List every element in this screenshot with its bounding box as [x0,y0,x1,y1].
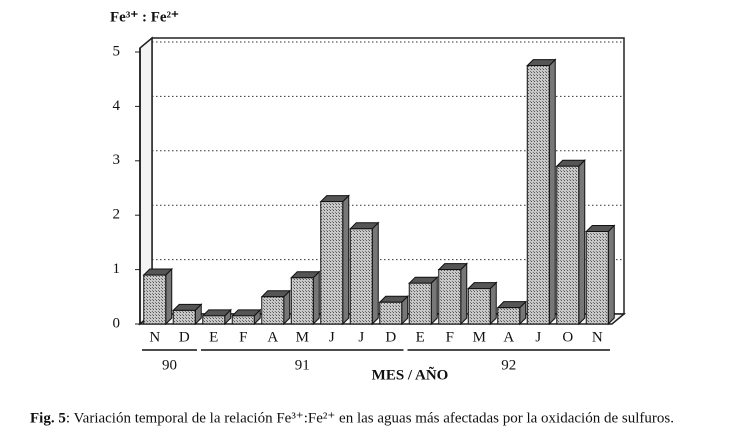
bar-side [342,194,350,326]
bar [231,315,255,325]
bar-side [460,262,468,326]
bar [261,296,285,325]
x-tick-label: A [503,329,514,345]
bar [408,282,432,325]
x-axis-label: MES / AÑO [372,365,449,383]
x-tick-label: A [267,329,278,345]
year-label: 91 [295,357,310,373]
caption-label: Fig. 5 [30,410,66,426]
x-tick-label: M [296,329,309,345]
bar-side [430,275,438,326]
x-tick-label: E [416,329,425,345]
x-tick-label: F [446,329,454,345]
bar-side [371,221,379,326]
x-tick-label: E [209,329,218,345]
bar [349,228,373,325]
x-tick-label: J [358,329,364,345]
bar [556,165,580,325]
bar [202,315,226,325]
x-tick-label: J [329,329,335,345]
y-tick-label: 0 [113,315,121,331]
bar [438,269,462,325]
bar [497,307,521,325]
x-tick-label: D [179,329,190,345]
bar-side [312,270,320,326]
year-label: 90 [162,357,177,373]
x-tick-label: N [592,329,603,345]
bar [172,309,196,325]
x-tick-label: F [239,329,247,345]
y-axis-label: Fe³⁺ : Fe²⁺ [110,9,179,25]
y-tick-label: 3 [113,152,121,168]
x-tick-label: M [473,329,486,345]
bar-side [548,58,556,326]
bar [379,301,403,325]
x-tick-label: J [535,329,541,345]
bar [143,274,167,325]
bar-side [578,159,586,326]
bar [290,277,314,325]
bar-side [489,281,497,326]
y-tick-label: 1 [113,261,121,277]
y-tick-label: 2 [113,207,121,223]
caption-text: : Variación temporal de la relación Fe³⁺… [66,410,674,426]
y-tick-label: 4 [113,98,121,114]
x-tick-label: N [149,329,160,345]
bar-side [607,224,615,326]
bar [320,201,344,325]
x-tick-label: D [385,329,396,345]
y-tick-label: 5 [113,43,121,59]
year-label: 92 [501,357,516,373]
bar-side [165,267,173,326]
bar [526,65,550,325]
x-tick-label: O [562,329,573,345]
bar [585,231,609,325]
bar [467,288,491,325]
